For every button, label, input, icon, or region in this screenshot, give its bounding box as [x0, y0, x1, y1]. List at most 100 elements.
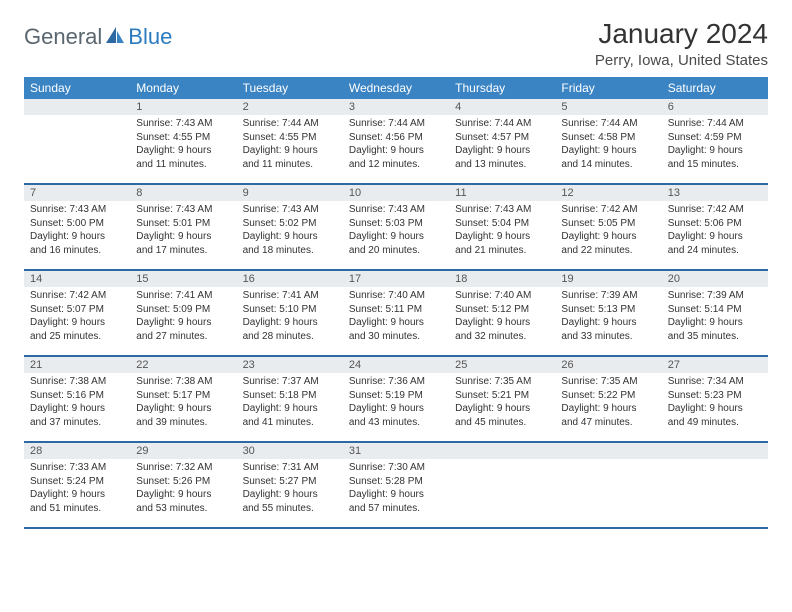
sunrise-text: Sunrise: 7:40 AM	[349, 289, 443, 303]
sunset-text: Sunset: 5:14 PM	[668, 303, 762, 317]
cell-body: Sunrise: 7:44 AMSunset: 4:58 PMDaylight:…	[555, 115, 661, 175]
sunset-text: Sunset: 5:18 PM	[243, 389, 337, 403]
day-number: 7	[24, 185, 130, 201]
day-number: 5	[555, 99, 661, 115]
location-text: Perry, Iowa, United States	[595, 52, 768, 69]
day-number: 30	[237, 443, 343, 459]
calendar-cell: 17Sunrise: 7:40 AMSunset: 5:11 PMDayligh…	[343, 271, 449, 355]
sunrise-text: Sunrise: 7:43 AM	[349, 203, 443, 217]
calendar-week: 1Sunrise: 7:43 AMSunset: 4:55 PMDaylight…	[24, 99, 768, 185]
daylight-text: Daylight: 9 hours and 35 minutes.	[668, 316, 762, 343]
calendar-cell: 7Sunrise: 7:43 AMSunset: 5:00 PMDaylight…	[24, 185, 130, 269]
sunrise-text: Sunrise: 7:41 AM	[243, 289, 337, 303]
daylight-text: Daylight: 9 hours and 20 minutes.	[349, 230, 443, 257]
sunset-text: Sunset: 5:22 PM	[561, 389, 655, 403]
day-number: 1	[130, 99, 236, 115]
sunrise-text: Sunrise: 7:30 AM	[349, 461, 443, 475]
calendar-cell: 23Sunrise: 7:37 AMSunset: 5:18 PMDayligh…	[237, 357, 343, 441]
sunset-text: Sunset: 5:16 PM	[30, 389, 124, 403]
sunrise-text: Sunrise: 7:42 AM	[561, 203, 655, 217]
daylight-text: Daylight: 9 hours and 28 minutes.	[243, 316, 337, 343]
cell-body: Sunrise: 7:34 AMSunset: 5:23 PMDaylight:…	[662, 373, 768, 433]
sunrise-text: Sunrise: 7:39 AM	[668, 289, 762, 303]
brand-logo: General Blue	[24, 24, 172, 50]
calendar-cell: 28Sunrise: 7:33 AMSunset: 5:24 PMDayligh…	[24, 443, 130, 527]
cell-body: Sunrise: 7:43 AMSunset: 5:01 PMDaylight:…	[130, 201, 236, 261]
day-number: 28	[24, 443, 130, 459]
day-number	[662, 443, 768, 459]
calendar-cell: 26Sunrise: 7:35 AMSunset: 5:22 PMDayligh…	[555, 357, 661, 441]
cell-body: Sunrise: 7:43 AMSunset: 5:04 PMDaylight:…	[449, 201, 555, 261]
sunrise-text: Sunrise: 7:35 AM	[455, 375, 549, 389]
sunset-text: Sunset: 5:21 PM	[455, 389, 549, 403]
sunrise-text: Sunrise: 7:44 AM	[243, 117, 337, 131]
daylight-text: Daylight: 9 hours and 12 minutes.	[349, 144, 443, 171]
day-number	[24, 99, 130, 115]
cell-body: Sunrise: 7:44 AMSunset: 4:59 PMDaylight:…	[662, 115, 768, 175]
calendar-cell: 29Sunrise: 7:32 AMSunset: 5:26 PMDayligh…	[130, 443, 236, 527]
sunset-text: Sunset: 5:10 PM	[243, 303, 337, 317]
cell-body: Sunrise: 7:42 AMSunset: 5:06 PMDaylight:…	[662, 201, 768, 261]
calendar-cell: 12Sunrise: 7:42 AMSunset: 5:05 PMDayligh…	[555, 185, 661, 269]
sunset-text: Sunset: 5:07 PM	[30, 303, 124, 317]
sunset-text: Sunset: 5:23 PM	[668, 389, 762, 403]
sunrise-text: Sunrise: 7:34 AM	[668, 375, 762, 389]
day-number: 10	[343, 185, 449, 201]
calendar-cell	[449, 443, 555, 527]
calendar-cell: 13Sunrise: 7:42 AMSunset: 5:06 PMDayligh…	[662, 185, 768, 269]
daylight-text: Daylight: 9 hours and 18 minutes.	[243, 230, 337, 257]
calendar-cell: 6Sunrise: 7:44 AMSunset: 4:59 PMDaylight…	[662, 99, 768, 183]
daylight-text: Daylight: 9 hours and 24 minutes.	[668, 230, 762, 257]
cell-body: Sunrise: 7:31 AMSunset: 5:27 PMDaylight:…	[237, 459, 343, 519]
day-number: 24	[343, 357, 449, 373]
day-number: 23	[237, 357, 343, 373]
daylight-text: Daylight: 9 hours and 43 minutes.	[349, 402, 443, 429]
daylight-text: Daylight: 9 hours and 25 minutes.	[30, 316, 124, 343]
cell-body: Sunrise: 7:33 AMSunset: 5:24 PMDaylight:…	[24, 459, 130, 519]
calendar-cell: 30Sunrise: 7:31 AMSunset: 5:27 PMDayligh…	[237, 443, 343, 527]
sunset-text: Sunset: 5:13 PM	[561, 303, 655, 317]
sunset-text: Sunset: 4:59 PM	[668, 131, 762, 145]
day-number: 21	[24, 357, 130, 373]
calendar-cell: 3Sunrise: 7:44 AMSunset: 4:56 PMDaylight…	[343, 99, 449, 183]
daylight-text: Daylight: 9 hours and 22 minutes.	[561, 230, 655, 257]
day-number: 4	[449, 99, 555, 115]
sunrise-text: Sunrise: 7:44 AM	[668, 117, 762, 131]
sunrise-text: Sunrise: 7:38 AM	[136, 375, 230, 389]
calendar-cell	[662, 443, 768, 527]
cell-body: Sunrise: 7:43 AMSunset: 5:00 PMDaylight:…	[24, 201, 130, 261]
day-number: 17	[343, 271, 449, 287]
daylight-text: Daylight: 9 hours and 21 minutes.	[455, 230, 549, 257]
sunrise-text: Sunrise: 7:35 AM	[561, 375, 655, 389]
cell-body: Sunrise: 7:40 AMSunset: 5:12 PMDaylight:…	[449, 287, 555, 347]
cell-body: Sunrise: 7:44 AMSunset: 4:57 PMDaylight:…	[449, 115, 555, 175]
calendar-cell: 19Sunrise: 7:39 AMSunset: 5:13 PMDayligh…	[555, 271, 661, 355]
sunrise-text: Sunrise: 7:32 AM	[136, 461, 230, 475]
calendar-cell: 25Sunrise: 7:35 AMSunset: 5:21 PMDayligh…	[449, 357, 555, 441]
cell-body: Sunrise: 7:42 AMSunset: 5:07 PMDaylight:…	[24, 287, 130, 347]
cell-body: Sunrise: 7:36 AMSunset: 5:19 PMDaylight:…	[343, 373, 449, 433]
daylight-text: Daylight: 9 hours and 16 minutes.	[30, 230, 124, 257]
calendar-cell: 5Sunrise: 7:44 AMSunset: 4:58 PMDaylight…	[555, 99, 661, 183]
day-number: 13	[662, 185, 768, 201]
sunset-text: Sunset: 4:55 PM	[243, 131, 337, 145]
calendar-cell: 1Sunrise: 7:43 AMSunset: 4:55 PMDaylight…	[130, 99, 236, 183]
sunrise-text: Sunrise: 7:44 AM	[561, 117, 655, 131]
calendar-cell: 9Sunrise: 7:43 AMSunset: 5:02 PMDaylight…	[237, 185, 343, 269]
day-number: 18	[449, 271, 555, 287]
sunset-text: Sunset: 5:28 PM	[349, 475, 443, 489]
calendar-cell: 22Sunrise: 7:38 AMSunset: 5:17 PMDayligh…	[130, 357, 236, 441]
day-number: 9	[237, 185, 343, 201]
cell-body: Sunrise: 7:35 AMSunset: 5:22 PMDaylight:…	[555, 373, 661, 433]
day-number: 29	[130, 443, 236, 459]
calendar-cell: 21Sunrise: 7:38 AMSunset: 5:16 PMDayligh…	[24, 357, 130, 441]
calendar-cell	[24, 99, 130, 183]
daylight-text: Daylight: 9 hours and 47 minutes.	[561, 402, 655, 429]
calendar-week: 28Sunrise: 7:33 AMSunset: 5:24 PMDayligh…	[24, 443, 768, 529]
calendar-cell: 10Sunrise: 7:43 AMSunset: 5:03 PMDayligh…	[343, 185, 449, 269]
calendar-page: General Blue January 2024 Perry, Iowa, U…	[0, 0, 792, 547]
dayname-header: Saturday	[662, 77, 768, 99]
day-number: 25	[449, 357, 555, 373]
sunrise-text: Sunrise: 7:33 AM	[30, 461, 124, 475]
daylight-text: Daylight: 9 hours and 11 minutes.	[136, 144, 230, 171]
